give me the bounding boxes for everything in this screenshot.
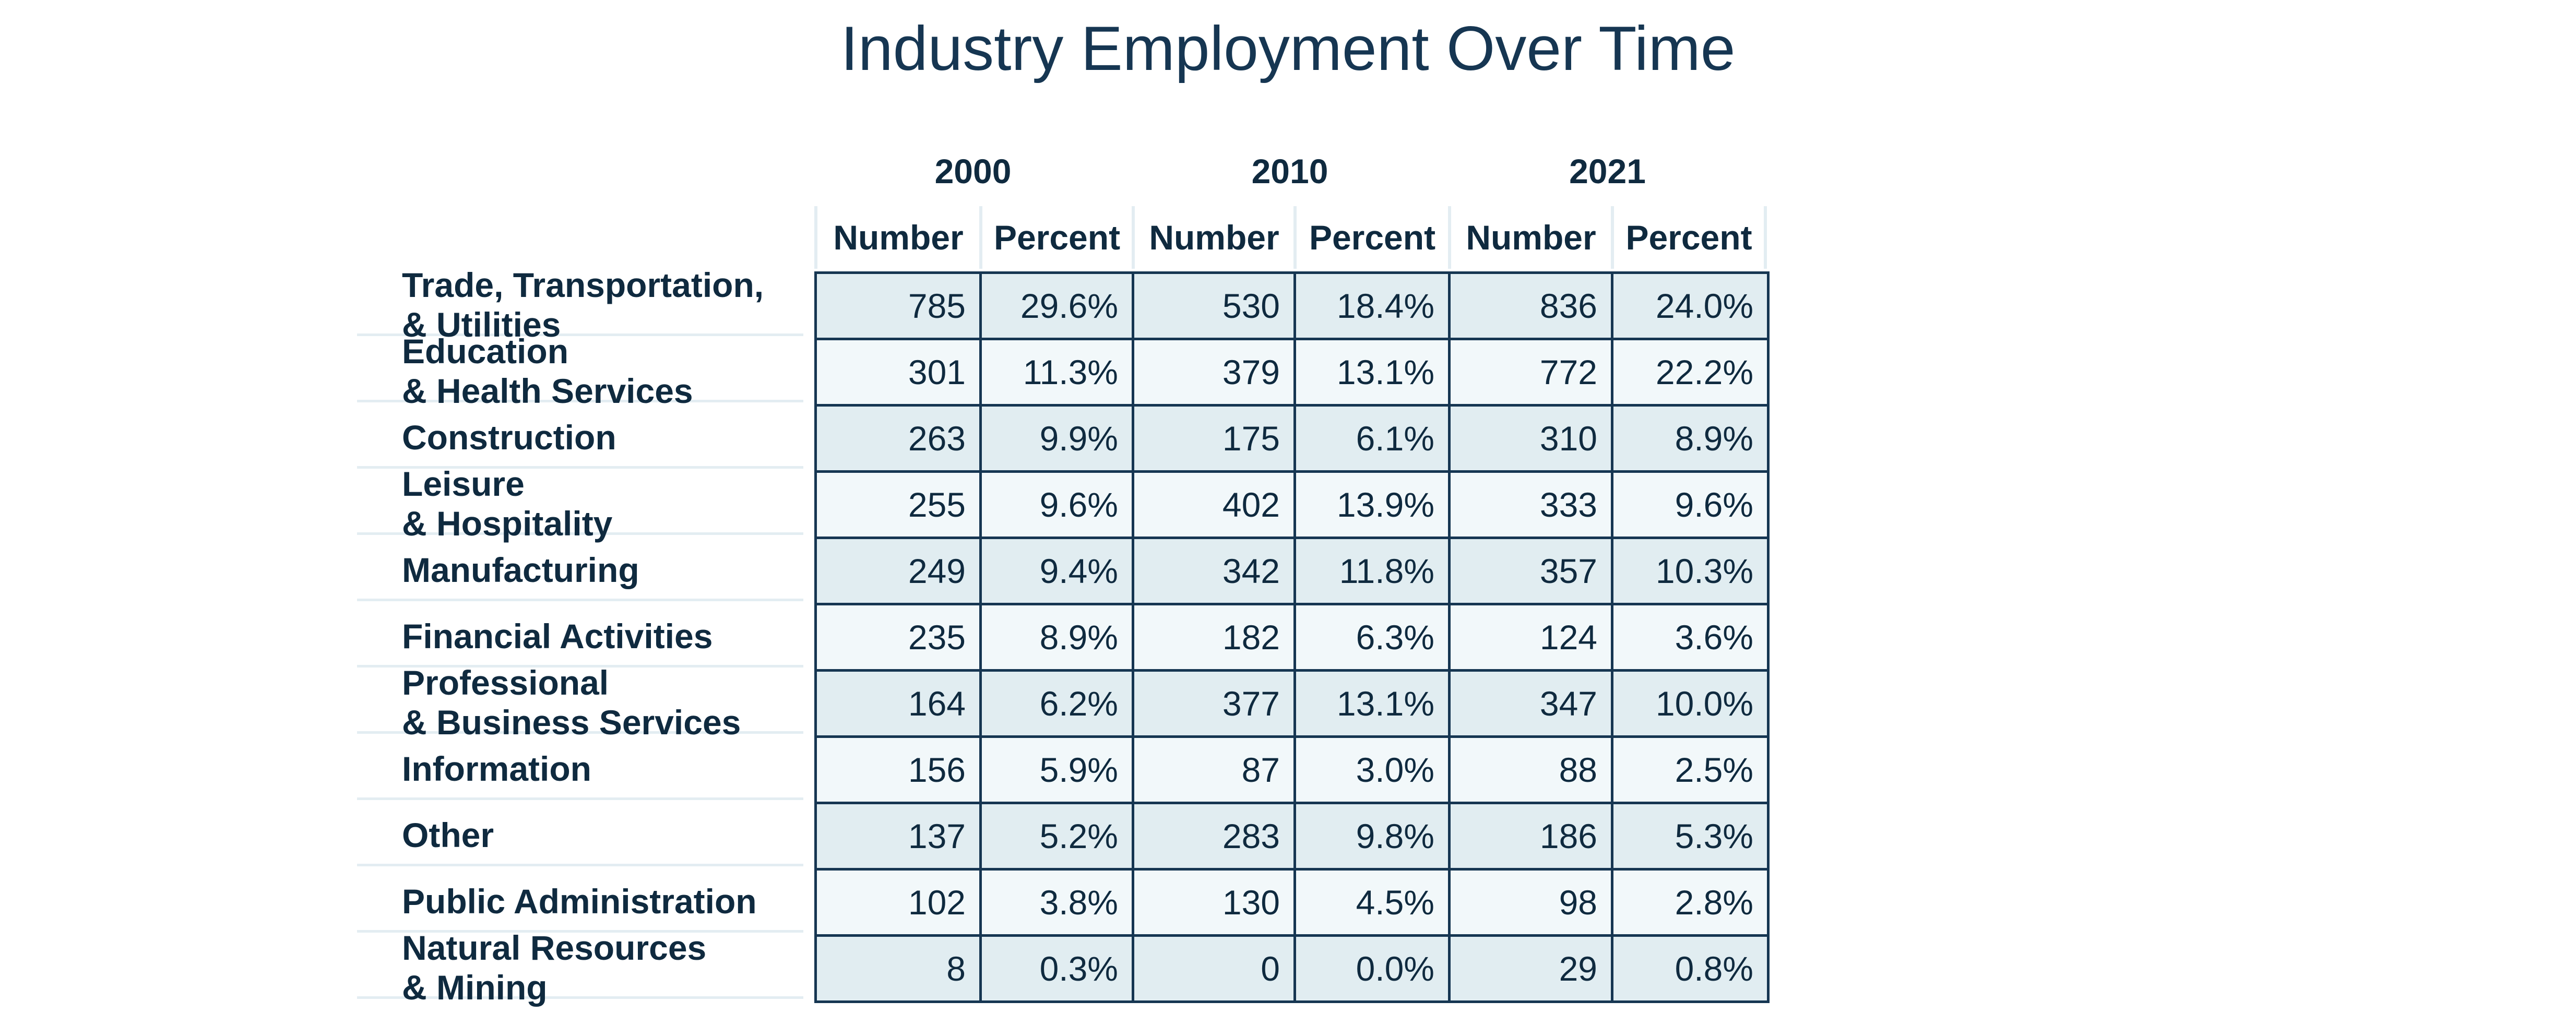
table-cell: 0 — [1132, 934, 1296, 1003]
row-separator — [357, 466, 803, 469]
table-cell: 4.5% — [1293, 868, 1451, 937]
category-label: Other — [402, 815, 494, 854]
category-label: Leisure & Hospitality — [402, 464, 613, 543]
row-separator — [357, 930, 803, 933]
table-cell: 156 — [814, 735, 982, 804]
row-separator — [357, 400, 803, 402]
table-cell: 29 — [1448, 934, 1613, 1003]
table-cell: 2.5% — [1611, 735, 1770, 804]
table-cell: 836 — [1448, 271, 1613, 340]
table-cell: 9.6% — [1611, 470, 1770, 539]
table-cell: 772 — [1448, 338, 1613, 407]
table-cell: 255 — [814, 470, 982, 539]
table-cell: 283 — [1132, 802, 1296, 871]
table-cell: 347 — [1448, 669, 1613, 738]
table-cell: 29.6% — [979, 271, 1134, 340]
category-label: Education & Health Services — [402, 331, 693, 410]
table-cell: 9.8% — [1293, 802, 1451, 871]
table-cell: 9.6% — [979, 470, 1134, 539]
table-cell: 0.0% — [1293, 934, 1451, 1003]
table-cell: 0.3% — [979, 934, 1134, 1003]
table-cell: 137 — [814, 802, 982, 871]
table-cell: 5.3% — [1611, 802, 1770, 871]
table-cell: 24.0% — [1611, 271, 1770, 340]
table-cell: 98 — [1448, 868, 1613, 937]
table-cell: 3.8% — [979, 868, 1134, 937]
column-header: Number — [814, 206, 979, 269]
table-cell: 88 — [1448, 735, 1613, 804]
column-header: Percent — [979, 206, 1132, 269]
column-header: Percent — [1293, 206, 1448, 269]
table-cell: 164 — [814, 669, 982, 738]
table-cell: 87 — [1132, 735, 1296, 804]
table-cell: 13.9% — [1293, 470, 1451, 539]
table-cell: 18.4% — [1293, 271, 1451, 340]
table-cell: 249 — [814, 537, 982, 605]
table-cell: 22.2% — [1611, 338, 1770, 407]
column-header: Percent — [1611, 206, 1767, 269]
table-cell: 5.9% — [979, 735, 1134, 804]
category-label: Professional & Business Services — [402, 663, 741, 742]
table-cell: 2.8% — [1611, 868, 1770, 937]
table-cell: 6.1% — [1293, 404, 1451, 473]
category-label: Information — [402, 749, 591, 788]
year-header: 2010 — [1251, 152, 1328, 190]
category-label: Construction — [402, 418, 616, 457]
category-label: Natural Resources & Mining — [402, 928, 707, 1007]
row-separator — [357, 797, 803, 800]
table-cell: 175 — [1132, 404, 1296, 473]
table-cell: 102 — [814, 868, 982, 937]
table-cell: 13.1% — [1293, 669, 1451, 738]
table-cell: 785 — [814, 271, 982, 340]
table-cell: 3.6% — [1611, 603, 1770, 672]
table-cell: 379 — [1132, 338, 1296, 407]
table-cell: 124 — [1448, 603, 1613, 672]
table-cell: 186 — [1448, 802, 1613, 871]
table-cell: 0.8% — [1611, 934, 1770, 1003]
table-cell: 310 — [1448, 404, 1613, 473]
table-cell: 182 — [1132, 603, 1296, 672]
table-cell: 9.9% — [979, 404, 1134, 473]
column-header: Number — [1448, 206, 1611, 269]
table-cell: 377 — [1132, 669, 1296, 738]
table-cell: 10.3% — [1611, 537, 1770, 605]
table-cell: 8.9% — [1611, 404, 1770, 473]
table-cell: 6.3% — [1293, 603, 1451, 672]
table-cell: 333 — [1448, 470, 1613, 539]
chart-title: Industry Employment Over Time — [840, 14, 1736, 84]
table-cell: 11.3% — [979, 338, 1134, 407]
row-separator — [357, 333, 803, 336]
category-label: Financial Activities — [402, 616, 713, 655]
table-cell: 9.4% — [979, 537, 1134, 605]
table-cell: 263 — [814, 404, 982, 473]
table-cell: 8 — [814, 934, 982, 1003]
year-header: 2021 — [1569, 152, 1646, 190]
table-cell: 10.0% — [1611, 669, 1770, 738]
category-label: Trade, Transportation, & Utilities — [402, 265, 764, 344]
category-label: Manufacturing — [402, 550, 639, 589]
table-cell: 301 — [814, 338, 982, 407]
table-cell: 3.0% — [1293, 735, 1451, 804]
row-separator — [357, 599, 803, 601]
table-cell: 357 — [1448, 537, 1613, 605]
row-separator — [357, 665, 803, 668]
table-cell: 235 — [814, 603, 982, 672]
table-cell: 530 — [1132, 271, 1296, 340]
column-header: Number — [1132, 206, 1293, 269]
table-cell: 402 — [1132, 470, 1296, 539]
row-separator — [357, 731, 803, 734]
table-cell: 13.1% — [1293, 338, 1451, 407]
table-cell: 8.9% — [979, 603, 1134, 672]
category-label: Public Administration — [402, 881, 757, 921]
row-separator — [357, 996, 803, 999]
table-cell: 342 — [1132, 537, 1296, 605]
year-header: 2000 — [934, 152, 1012, 190]
table-cell: 130 — [1132, 868, 1296, 937]
table-cell: 6.2% — [979, 669, 1134, 738]
row-separator — [357, 532, 803, 535]
table-cell: 11.8% — [1293, 537, 1451, 605]
table-cell: 5.2% — [979, 802, 1134, 871]
row-separator — [357, 864, 803, 866]
